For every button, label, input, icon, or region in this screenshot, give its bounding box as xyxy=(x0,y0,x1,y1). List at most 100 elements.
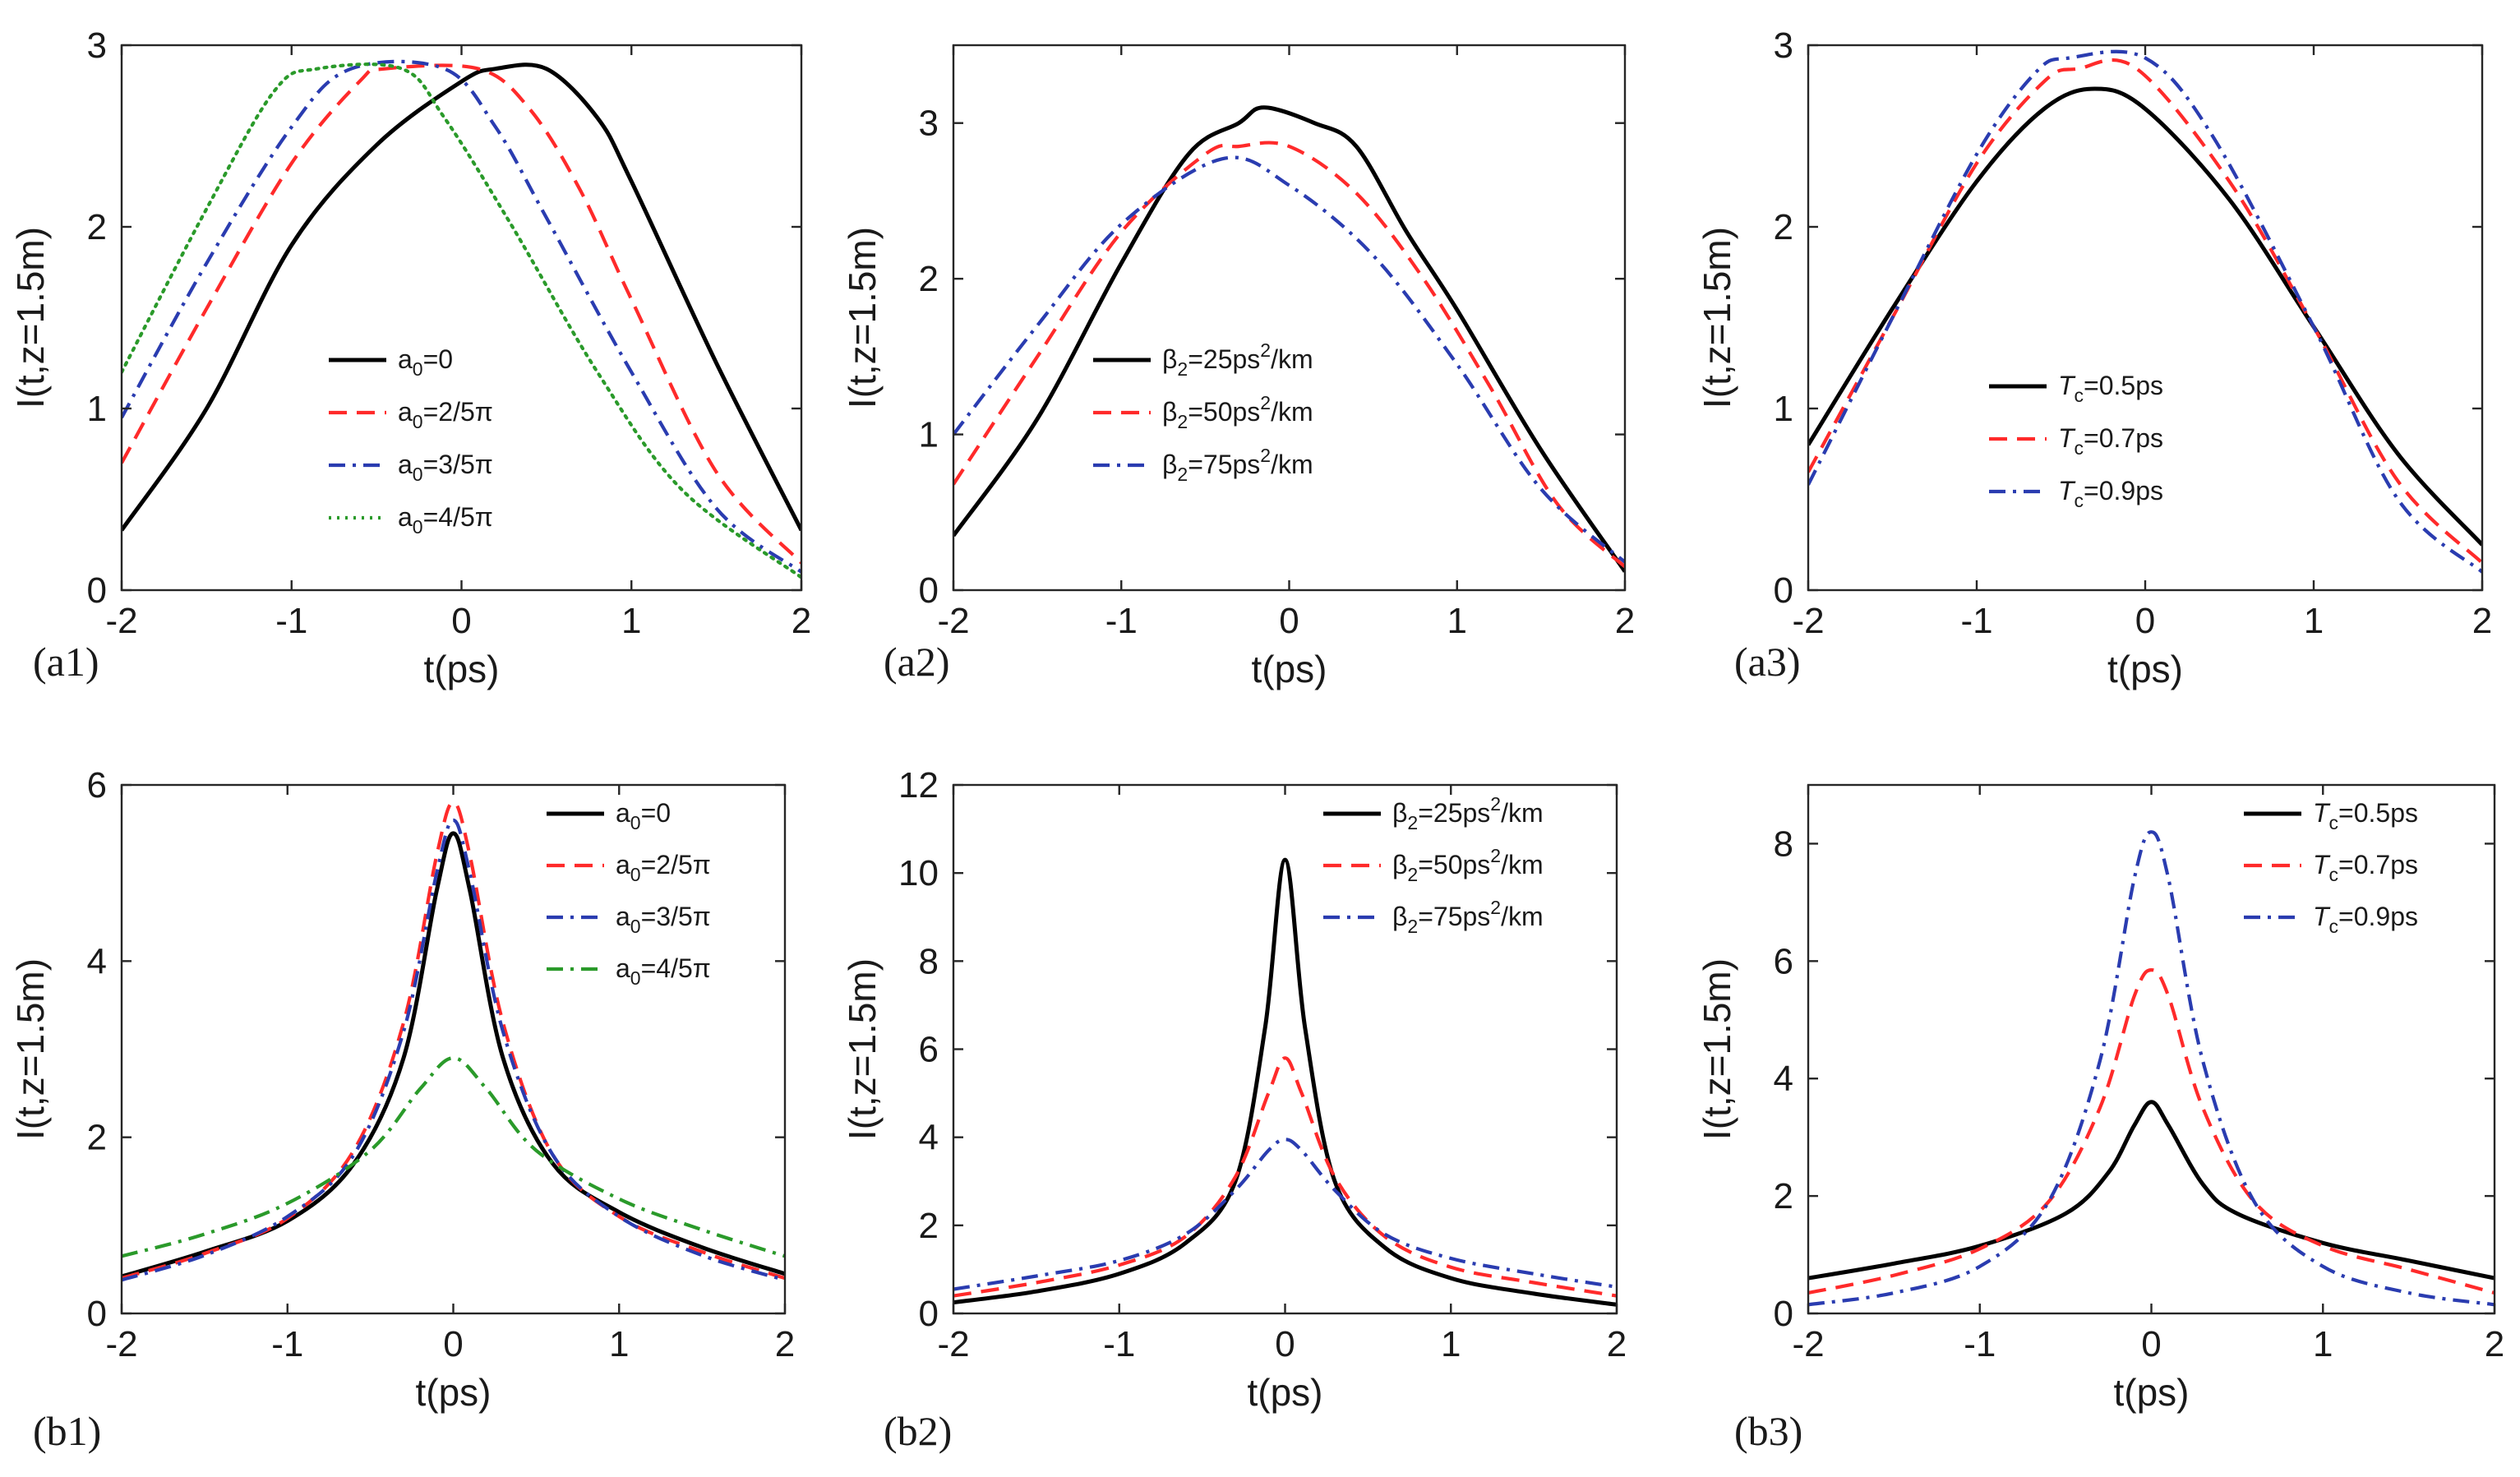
x-tick-label: -2 xyxy=(1792,1324,1824,1364)
legend-label-sub: c xyxy=(2329,812,2339,833)
y-tick-label: 2 xyxy=(1774,1176,1793,1216)
legend-label: β2=25ps2/km xyxy=(1162,339,1313,380)
x-axis-label: t(ps) xyxy=(2114,1371,2190,1414)
y-tick-label: 8 xyxy=(919,941,939,981)
legend-label-rest: =0.5ps xyxy=(2338,798,2418,828)
y-tick-label: 2 xyxy=(87,1118,107,1158)
legend-label-main: a xyxy=(398,397,413,427)
legend-label-main: a xyxy=(398,502,413,532)
legend-label: a0=0 xyxy=(398,344,453,380)
x-tick-label: -2 xyxy=(937,1324,969,1364)
y-tick-label: 2 xyxy=(919,1206,939,1246)
y-tick-label: 3 xyxy=(87,25,107,66)
y-tick-label: 1 xyxy=(87,389,107,429)
y-tick-label: 6 xyxy=(1774,941,1793,981)
legend-label-sub: 0 xyxy=(630,967,641,989)
legend-label-rest: =0.7ps xyxy=(2338,850,2418,879)
legend-label-tail: /km xyxy=(1271,397,1313,427)
legend-label-sub: 2 xyxy=(1177,358,1188,380)
legend-label-sub: 0 xyxy=(630,916,641,937)
series-line xyxy=(953,155,1625,564)
y-axis-label: I(t,z=1.5m) xyxy=(1696,227,1738,408)
legend-label-sub: c xyxy=(2329,864,2339,885)
y-tick-label: 1 xyxy=(919,415,939,455)
legend-label-sub: 0 xyxy=(413,516,423,538)
legend-label: Tc=0.9ps xyxy=(2058,476,2163,511)
x-tick-label: 1 xyxy=(621,601,641,641)
series-line xyxy=(122,62,801,532)
legend-label-rest: =4/5π xyxy=(641,953,711,983)
legend-label-sub: c xyxy=(2329,916,2339,937)
y-tick-label: 3 xyxy=(919,104,939,144)
series-line xyxy=(953,141,1625,569)
legend-label: β2=75ps2/km xyxy=(1162,445,1313,485)
legend-label: Tc=0.5ps xyxy=(2058,371,2163,406)
legend-label-sub: 0 xyxy=(630,812,641,833)
legend-label-sub: 2 xyxy=(1407,812,1418,833)
y-tick-label: 1 xyxy=(1774,389,1793,429)
legend-label-main: T xyxy=(2058,423,2076,453)
y-axis-label: I(t,z=1.5m) xyxy=(9,227,52,408)
series-line xyxy=(953,857,1617,1307)
legend-label-sub: c xyxy=(2075,437,2084,459)
legend-label-rest: =2/5π xyxy=(641,850,711,879)
legend-label-rest: =25ps xyxy=(1418,798,1490,828)
y-tick-label: 6 xyxy=(87,765,107,805)
legend-label: a0=4/5π xyxy=(616,953,711,989)
legend-label-main: a xyxy=(616,902,630,931)
legend-label-sub: 2 xyxy=(1407,864,1418,885)
legend-label: β2=25ps2/km xyxy=(1392,793,1544,833)
x-tick-label: -1 xyxy=(1105,601,1138,641)
x-tick-label: 0 xyxy=(2141,1324,2161,1364)
x-tick-label: -2 xyxy=(105,601,137,641)
chart-panel: -2 -1 0 1 20246t(ps)I(t,z=1.5m)(b1)a0=0a0=2/… xyxy=(9,765,795,1454)
y-tick-label: 0 xyxy=(1774,1294,1793,1334)
x-tick-label: -1 xyxy=(1960,601,1992,641)
x-tick-label: 0 xyxy=(451,601,471,641)
series-line xyxy=(122,62,801,579)
legend-label-rest: =3/5π xyxy=(641,902,711,931)
series-line xyxy=(122,63,801,565)
legend-label: β2=50ps2/km xyxy=(1392,845,1544,885)
legend-label-tail: /km xyxy=(1501,850,1544,879)
legend-label-sub: 0 xyxy=(413,411,423,432)
legend-label-sup: 2 xyxy=(1260,392,1271,413)
y-axis-label: I(t,z=1.5m) xyxy=(841,227,884,408)
panel-label: (a1) xyxy=(33,639,99,685)
legend-label-rest: =0.9ps xyxy=(2338,902,2418,931)
legend-label-main: β xyxy=(1162,397,1177,427)
x-tick-label: -1 xyxy=(271,1324,303,1364)
chart-panel: -2 -1 0 1 20123t(ps)I(t,z=1.5m)(a2)β2=25ps2/… xyxy=(841,44,1635,690)
x-tick-label: 0 xyxy=(2135,601,2155,641)
legend-label-main: β xyxy=(1162,450,1177,479)
legend-label-main: T xyxy=(2313,902,2331,931)
x-axis-label: t(ps) xyxy=(1252,648,1327,690)
x-tick-label: 0 xyxy=(1275,1324,1295,1364)
legend-label-main: T xyxy=(2058,371,2076,400)
series-line xyxy=(1808,1100,2495,1281)
x-tick-label: 1 xyxy=(609,1324,629,1364)
legend-label-sup: 2 xyxy=(1490,845,1501,866)
y-tick-label: 0 xyxy=(919,1294,939,1334)
y-tick-label: 0 xyxy=(87,1294,107,1334)
x-tick-label: 2 xyxy=(792,601,811,641)
legend-label-sup: 2 xyxy=(1260,339,1271,361)
legend-label-rest: =3/5π xyxy=(423,450,493,479)
series-line xyxy=(1808,967,2495,1295)
legend-label: a0=0 xyxy=(616,798,671,833)
legend-label-rest: =75ps xyxy=(1188,450,1260,479)
y-tick-label: 3 xyxy=(1774,25,1793,66)
legend-label-main: a xyxy=(616,953,630,983)
y-tick-label: 0 xyxy=(87,570,107,611)
legend-label: a0=4/5π xyxy=(398,502,493,538)
legend-label-main: β xyxy=(1392,798,1407,828)
legend-label: a0=3/5π xyxy=(398,450,493,485)
legend-label-main: T xyxy=(2313,850,2331,879)
chart-panel: -2 -1 0 1 202468t(ps)I(t,z=1.5m)(b3)Tc=0.5ps… xyxy=(1696,783,2504,1454)
x-tick-label: 0 xyxy=(1279,601,1299,641)
legend-label-tail: /km xyxy=(1271,344,1313,374)
x-tick-label: -2 xyxy=(1792,601,1824,641)
